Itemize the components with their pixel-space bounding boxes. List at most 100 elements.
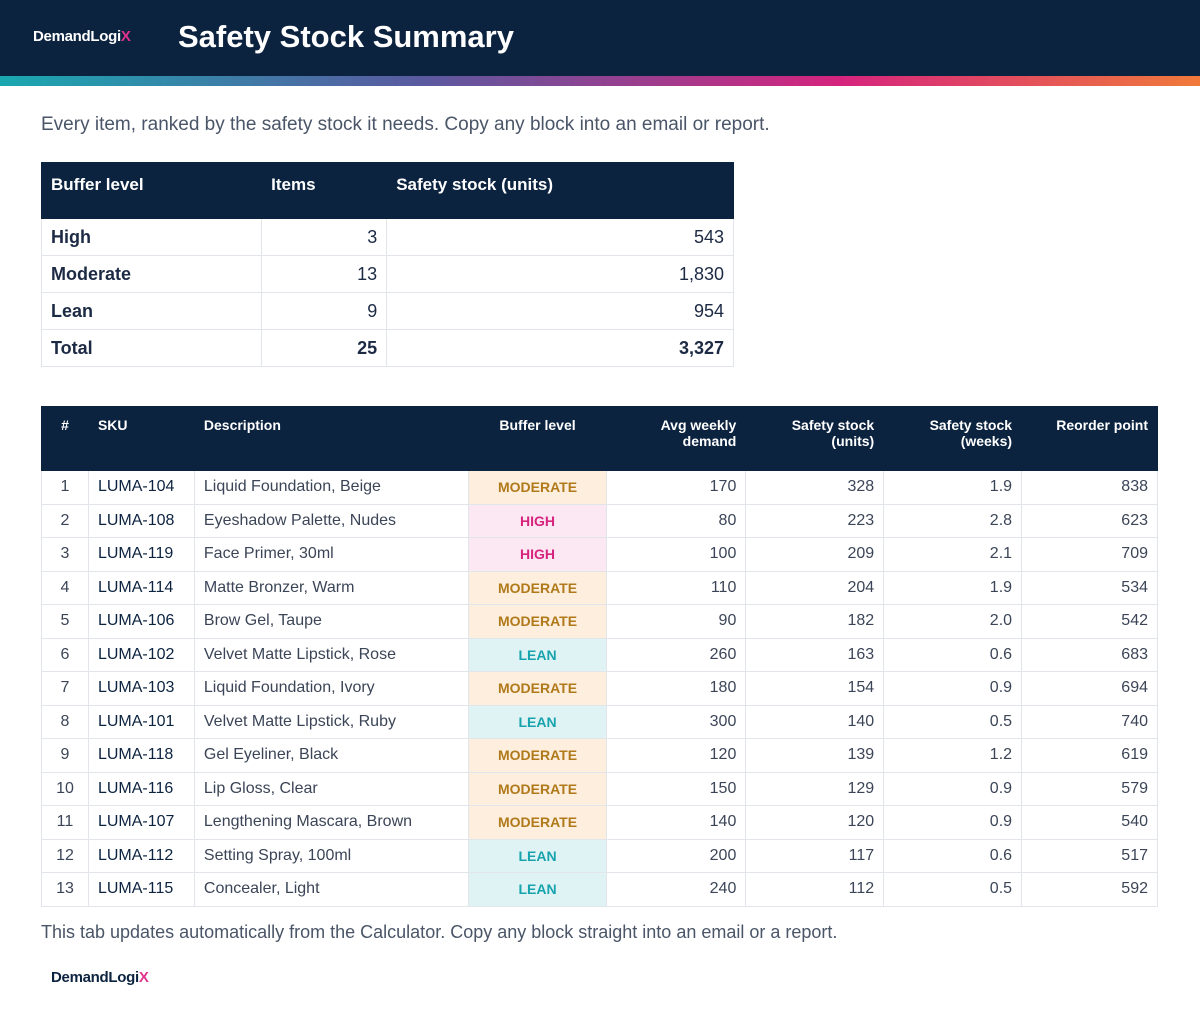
cell: 517 [1021,838,1158,873]
cell: 2.8 [883,503,1023,538]
cell: LUMA-103 [87,671,195,706]
buffer-badge: MODERATE [467,738,608,773]
item-row: 13 LUMA-115 Concealer, Light LEAN 240 112 0.5 5… [41,872,1158,907]
summary-row: Moderate 13 1,830 [40,255,734,293]
cell: 328 [745,470,885,505]
column-header: Safety stock (units) [386,162,734,219]
cell: Velvet Matte Lipstick, Rose [193,637,469,672]
cell: 1.9 [883,470,1023,505]
summary-table: Buffer level Items Safety stock (units) Hig… [40,162,734,367]
cell: 110 [606,570,747,605]
items-table: # SKU Description Buffer level Avg weekly de… [41,406,1158,907]
cell: 694 [1021,671,1158,706]
item-row: 10 LUMA-116 Lip Gloss, Clear MODERATE 150 129… [41,771,1158,806]
column-header: # [41,406,89,471]
summary-row: Total 25 3,327 [40,329,734,367]
cell: 140 [745,704,885,739]
footer-logo: DemandLogiX [51,969,149,986]
cell: 163 [745,637,885,672]
item-row: 8 LUMA-101 Velvet Matte Lipstick, Ruby LEAN… [41,704,1158,739]
cell: Total [40,329,263,367]
column-header: Safety stock (units) [745,406,885,471]
cell: 223 [745,503,885,538]
cell: LUMA-107 [87,805,195,840]
cell: High [40,218,263,256]
cell: 204 [745,570,885,605]
cell: 150 [606,771,747,806]
logo-accent: X [138,969,149,986]
logo-accent: X [120,28,131,45]
buffer-badge: HIGH [467,537,608,572]
cell: 182 [745,604,885,639]
column-header: SKU [87,406,195,471]
cell: LUMA-101 [87,704,195,739]
cell: 542 [1021,604,1158,639]
cell: 579 [1021,771,1158,806]
cell: Concealer, Light [193,872,469,907]
cell: 6 [41,637,89,672]
buffer-badge: MODERATE [467,771,608,806]
cell: 240 [606,872,747,907]
cell: LUMA-108 [87,503,195,538]
cell: 13 [41,872,89,907]
cell: Gel Eyeliner, Black [193,738,469,773]
buffer-badge: MODERATE [467,604,608,639]
cell: 100 [606,537,747,572]
cell: 300 [606,704,747,739]
cell: 1.9 [883,570,1023,605]
summary-row: Lean 9 954 [40,292,734,330]
cell: 117 [745,838,885,873]
cell: 2.1 [883,537,1023,572]
logo-name: DemandLogi [51,969,139,986]
cell: 9 [41,738,89,773]
cell: 8 [41,704,89,739]
cell: 129 [745,771,885,806]
cell: 592 [1021,872,1158,907]
column-header: Avg weekly demand [606,406,747,471]
buffer-badge: MODERATE [467,570,608,605]
cell: 12 [41,838,89,873]
buffer-badge: MODERATE [467,671,608,706]
cell: 7 [41,671,89,706]
cell: 13 [261,255,388,293]
header-bar: DemandLogiX Safety Stock Summary [0,0,1200,76]
cell: LUMA-119 [87,537,195,572]
cell: 4 [41,570,89,605]
cell: LUMA-118 [87,738,195,773]
cell: Brow Gel, Taupe [193,604,469,639]
cell: Moderate [40,255,263,293]
cell: 11 [41,805,89,840]
cell: 1 [41,470,89,505]
cell: 0.9 [883,671,1023,706]
cell: 112 [745,872,885,907]
item-row: 7 LUMA-103 Liquid Foundation, Ivory MODERAT… [41,671,1158,706]
cell: 0.9 [883,771,1023,806]
column-header: Safety stock (weeks) [883,406,1023,471]
cell: 90 [606,604,747,639]
cell: 200 [606,838,747,873]
column-header: Buffer level [467,406,608,471]
cell: 534 [1021,570,1158,605]
cell: Liquid Foundation, Ivory [193,671,469,706]
cell: 2.0 [883,604,1023,639]
page-title: Safety Stock Summary [178,19,514,54]
item-row: 6 LUMA-102 Velvet Matte Lipstick, Rose LEAN… [41,637,1158,672]
column-header: Reorder point [1021,406,1158,471]
cell: 180 [606,671,747,706]
buffer-badge: LEAN [467,838,608,873]
gradient-stripe [0,76,1200,86]
cell: Liquid Foundation, Beige [193,470,469,505]
cell: 740 [1021,704,1158,739]
cell: Lengthening Mascara, Brown [193,805,469,840]
cell: 10 [41,771,89,806]
item-row: 9 LUMA-118 Gel Eyeliner, Black MODERATE 120 1… [41,738,1158,773]
cell: 170 [606,470,747,505]
cell: 260 [606,637,747,672]
logo: DemandLogiX [33,28,131,45]
buffer-badge: MODERATE [467,805,608,840]
buffer-badge: LEAN [467,872,608,907]
cell: 3 [261,218,388,256]
cell: LUMA-104 [87,470,195,505]
cell: LUMA-106 [87,604,195,639]
